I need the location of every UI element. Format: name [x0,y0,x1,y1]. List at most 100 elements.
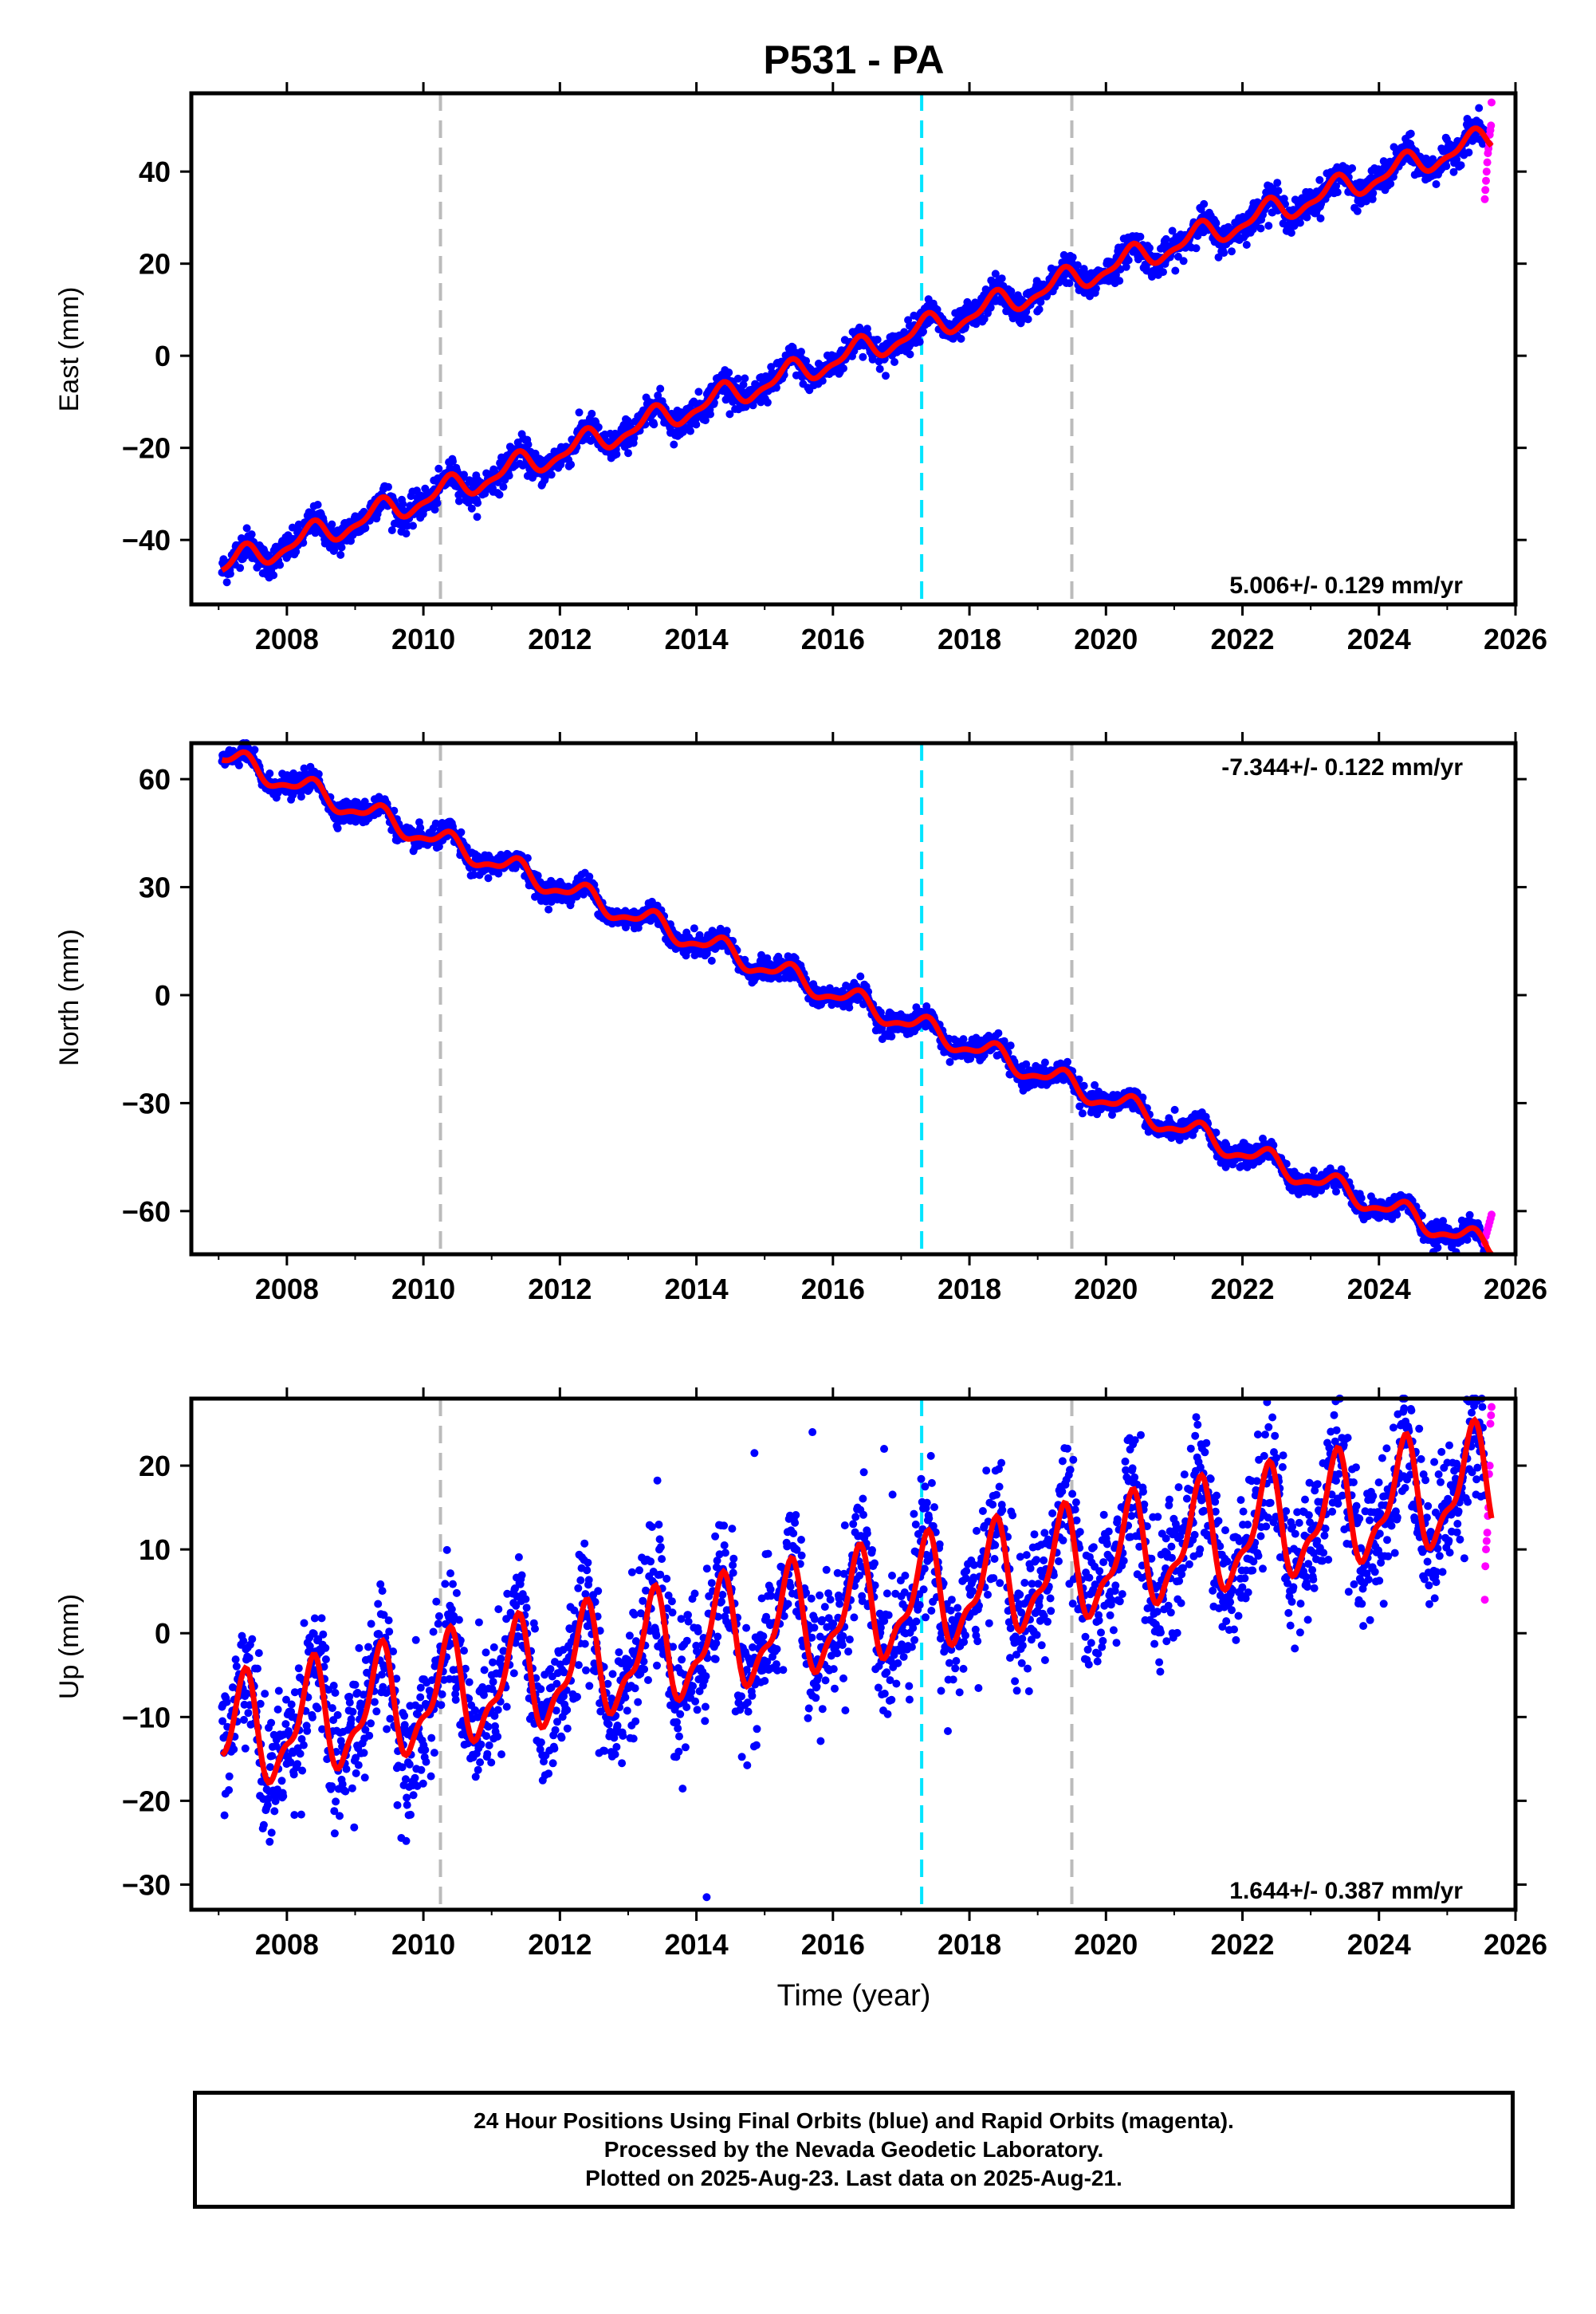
data-point [1316,214,1325,222]
rapid-point [1480,195,1489,203]
data-point [624,449,632,458]
rapid-point [1482,167,1491,176]
data-point [454,497,463,506]
data-point [1333,188,1342,197]
data-point [1309,1167,1318,1175]
data-point [906,350,914,359]
rapid-point [1481,186,1490,195]
data-point [994,1029,1003,1037]
data-point [313,501,322,509]
data-point [612,450,621,458]
data-point [763,398,772,407]
y-tick-label: 40 [139,155,171,188]
data-point [690,924,698,933]
data-point [686,427,694,435]
data-point [474,498,482,507]
data-point [1456,161,1465,170]
data-point [859,352,867,361]
data-point [1348,164,1357,172]
data-point [1200,199,1209,208]
data-point [1136,232,1145,241]
data-point [1464,148,1473,157]
data-point [1220,249,1228,258]
data-point [234,761,243,769]
data-point [1295,218,1304,227]
data-point [402,529,411,538]
y-tick-label: 0 [155,340,171,372]
data-point [484,874,493,883]
data-point [460,470,468,479]
data-point [1063,1057,1071,1066]
data-point [1256,224,1265,233]
data-point [997,274,1006,283]
data-point [276,561,285,569]
data-point [875,364,884,373]
data-point [1406,129,1415,138]
data-point [1386,179,1395,188]
data-point [473,513,482,521]
data-point [1146,244,1154,252]
data-point [873,336,882,344]
data-point [1035,305,1044,313]
data-point [722,927,731,935]
x-tick-label: 2016 [801,623,865,655]
data-point [544,905,553,914]
rapid-point [1487,121,1496,130]
data-point [505,471,513,480]
x-tick-label: 2026 [1484,623,1547,655]
data-point [1192,244,1201,253]
data-point [247,530,256,539]
data-point [467,504,476,513]
data-point [242,524,251,533]
data-point [1264,222,1273,230]
rapid-point [1483,158,1492,167]
x-tick-label: 2020 [1074,623,1138,655]
data-point [1170,1105,1179,1114]
data-point [524,440,533,449]
data-point [457,828,466,836]
figure-title: P531 - PA [764,37,945,82]
y-tick-label: −40 [122,524,171,557]
north-final-points [218,739,1489,1257]
data-point [1171,266,1180,275]
north-ylabel: North (mm) [54,929,85,1066]
data-point [839,364,847,372]
rapid-point [1488,98,1496,107]
data-point [1159,268,1167,277]
data-point [1475,104,1484,112]
x-tick-label: 2008 [255,623,319,655]
x-tick-label: 2024 [1347,623,1411,655]
data-point [694,388,703,396]
y-tick-label: −20 [122,432,171,465]
data-point [222,578,231,587]
data-point [292,547,301,556]
north-panel: North (mm) 2008 2010 2012 2014 2016 2018 2020 2… [54,732,1547,1305]
data-point [741,374,749,383]
y-tick-label: 20 [139,248,171,281]
data-point [670,440,678,449]
data-point [1024,315,1032,324]
x-tick-label: 2014 [665,623,729,655]
data-point [1228,247,1236,256]
data-point [692,420,701,429]
data-point [337,543,346,552]
data-point [957,334,965,343]
data-point [887,1032,896,1041]
data-point [588,409,596,418]
data-point [1040,1058,1049,1067]
data-point [856,972,865,981]
data-point [265,769,274,777]
data-point [1273,179,1282,187]
data-point [430,506,439,514]
data-point [1162,234,1170,243]
data-point [449,457,457,466]
data-point [1315,175,1324,184]
x-tick-label: 2022 [1210,623,1274,655]
data-point [376,503,385,512]
rapid-point [1482,176,1490,185]
data-point [1115,277,1124,285]
data-point [567,460,576,469]
east-rate-label: 5.006+/- 0.129 mm/yr [1229,573,1463,599]
data-point [269,571,278,580]
